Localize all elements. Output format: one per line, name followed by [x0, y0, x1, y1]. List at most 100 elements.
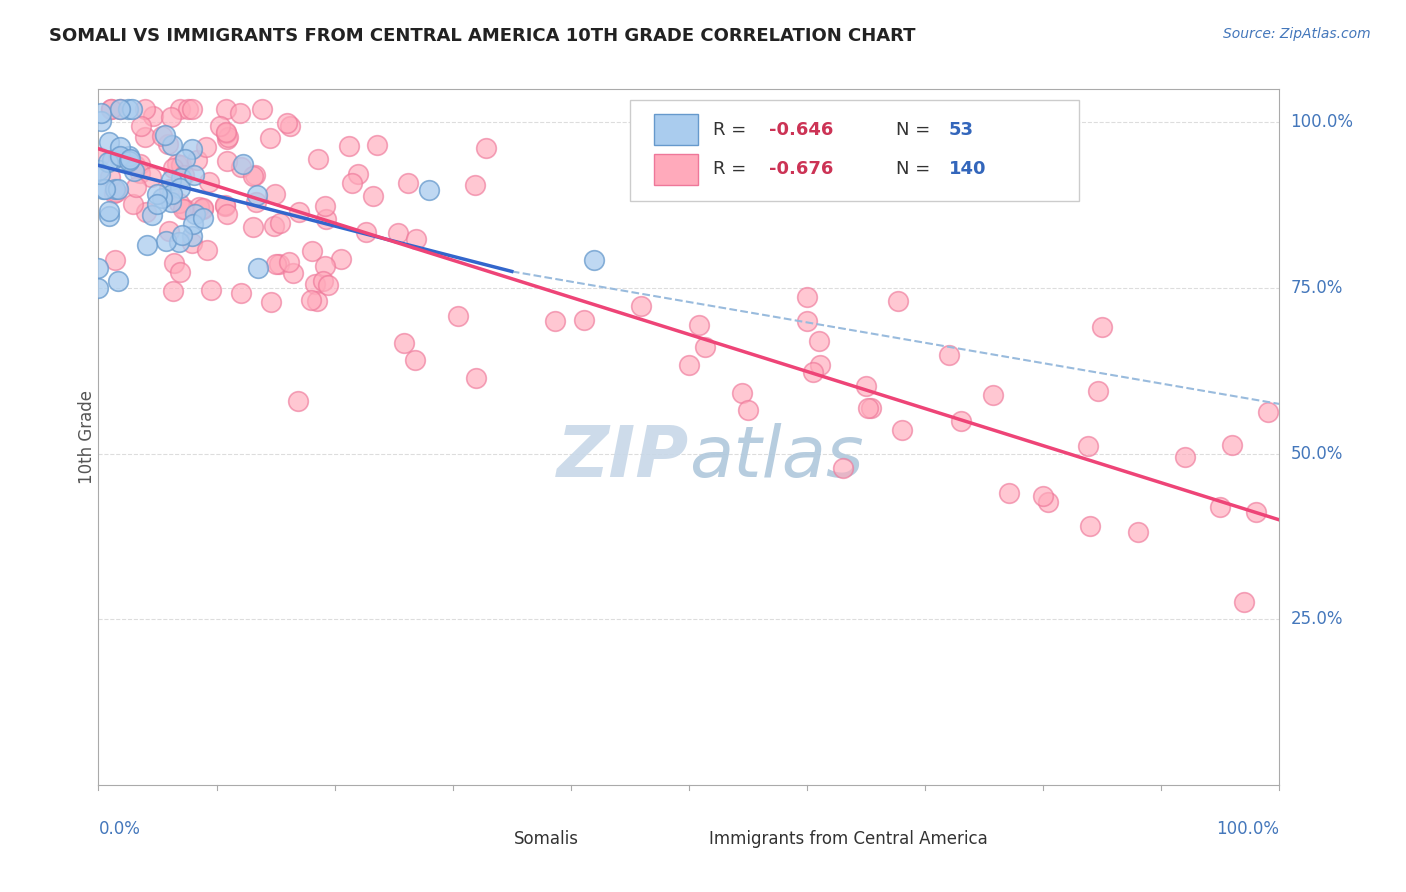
Text: 100.0%: 100.0% [1216, 820, 1279, 838]
Point [150, 191, 173, 205]
Point [146, 197, 169, 211]
Point [94, 182, 117, 196]
Point [215, 207, 238, 221]
Text: 0.0%: 0.0% [98, 820, 141, 838]
Point [186, 153, 208, 167]
Point [231, 285, 253, 300]
Point [1091, 320, 1114, 334]
Point [1036, 495, 1059, 509]
Point [172, 202, 194, 216]
Point [340, 176, 363, 190]
Point [387, 227, 409, 241]
Point [418, 183, 440, 197]
Point [134, 102, 156, 116]
Text: ZIP: ZIP [557, 424, 689, 492]
Point [122, 163, 145, 178]
Point [264, 186, 287, 201]
Point [404, 353, 426, 368]
Point [87, 261, 110, 276]
Point [98, 136, 121, 150]
Point [266, 257, 288, 271]
Point [997, 486, 1019, 500]
Point [269, 256, 291, 270]
Text: 75.0%: 75.0% [1291, 279, 1343, 297]
Point [259, 131, 281, 145]
Point [731, 386, 754, 401]
Bar [659, 828, 695, 850]
Point [269, 216, 291, 230]
Point [887, 293, 910, 308]
Point [796, 290, 818, 304]
Point [1174, 450, 1197, 464]
Point [97, 154, 120, 169]
Point [100, 102, 122, 116]
Point [110, 149, 132, 163]
Point [314, 260, 336, 274]
Point [108, 153, 131, 167]
Point [167, 235, 190, 249]
Point [98, 169, 121, 184]
Point [118, 153, 141, 167]
Point [890, 423, 912, 437]
Text: N =: N = [896, 120, 935, 138]
Point [263, 219, 285, 234]
Point [1077, 439, 1099, 453]
Text: -0.676: -0.676 [769, 161, 834, 178]
Point [361, 189, 384, 203]
Point [304, 277, 326, 291]
Point [134, 130, 156, 145]
Point [246, 260, 269, 275]
Text: R =: R = [713, 161, 752, 178]
Point [464, 178, 486, 193]
Point [180, 235, 202, 250]
Point [232, 157, 254, 171]
Point [157, 182, 180, 196]
Point [173, 168, 195, 182]
Point [312, 274, 335, 288]
Point [104, 186, 127, 200]
Point [831, 460, 853, 475]
Point [278, 254, 301, 268]
Point [162, 187, 184, 202]
Text: 53: 53 [949, 120, 974, 138]
Point [195, 139, 218, 153]
Point [107, 182, 129, 196]
Point [169, 265, 191, 279]
Point [242, 220, 264, 235]
Point [242, 169, 264, 183]
Point [87, 163, 110, 178]
Point [305, 294, 328, 309]
Point [98, 203, 121, 218]
Point [97, 209, 120, 223]
Point [860, 401, 883, 415]
Point [173, 152, 195, 166]
Point [162, 284, 184, 298]
Text: N =: N = [896, 161, 935, 178]
Point [855, 379, 877, 393]
Point [87, 150, 110, 164]
Point [283, 266, 305, 280]
Point [155, 128, 177, 142]
Point [142, 109, 165, 123]
Point [107, 150, 129, 164]
Point [177, 102, 200, 116]
Point [1080, 518, 1102, 533]
Point [104, 182, 127, 196]
Point [347, 168, 370, 182]
Point [141, 208, 163, 222]
Point [91, 182, 114, 196]
Point [583, 253, 606, 268]
Point [737, 403, 759, 417]
Point [150, 128, 173, 143]
Point [110, 102, 132, 116]
Point [184, 207, 207, 221]
Point [314, 199, 336, 213]
Point [981, 388, 1004, 402]
Point [796, 314, 818, 328]
Point [464, 371, 486, 385]
Point [1220, 438, 1243, 452]
Point [155, 234, 177, 248]
Point [146, 187, 169, 202]
Point [160, 173, 183, 187]
Point [87, 281, 110, 295]
